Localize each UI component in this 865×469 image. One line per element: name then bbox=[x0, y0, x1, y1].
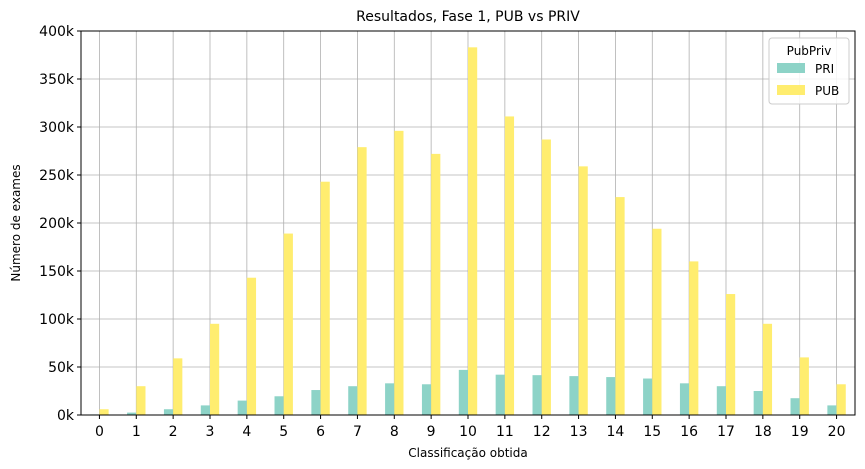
legend-label-pri: PRI bbox=[815, 62, 834, 76]
legend-title: PubPriv bbox=[787, 44, 832, 58]
bar-pri-2 bbox=[163, 409, 174, 415]
bar-pri-16 bbox=[679, 383, 690, 415]
y-tick-label: 100k bbox=[39, 312, 75, 328]
x-tick-label: 12 bbox=[533, 424, 551, 440]
x-axis-label: Classificação obtida bbox=[408, 446, 528, 460]
bar-pub-18 bbox=[762, 323, 773, 415]
x-axis-ticks: 0 1 2 3 4 5 6 7 8 9 10 11 12 13 14 15 16 17 18 19 20 bbox=[95, 415, 846, 440]
bar-pub-11 bbox=[504, 116, 515, 415]
bar-pub-14 bbox=[615, 197, 625, 415]
bar-pub-0 bbox=[99, 409, 109, 415]
bar-pub-1 bbox=[136, 386, 146, 415]
x-tick-label: 4 bbox=[242, 424, 251, 440]
chart-title: Resultados, Fase 1, PUB vs PRIV bbox=[356, 9, 580, 25]
x-tick-label: 1 bbox=[132, 424, 141, 440]
x-tick-label: 9 bbox=[427, 424, 436, 440]
bar-pub-8 bbox=[394, 130, 404, 415]
bar-pri-13 bbox=[569, 376, 579, 415]
bar-pri-18 bbox=[753, 391, 763, 415]
x-tick-label: 10 bbox=[459, 424, 477, 440]
x-tick-label: 6 bbox=[316, 424, 325, 440]
x-tick-label: 16 bbox=[680, 424, 698, 440]
bar-pub-12 bbox=[541, 139, 551, 416]
bar-pri-12 bbox=[532, 375, 542, 415]
x-tick-label: 2 bbox=[169, 424, 178, 440]
x-tick-label: 18 bbox=[754, 424, 772, 440]
x-tick-label: 0 bbox=[95, 424, 104, 440]
bar-pub-5 bbox=[283, 233, 293, 415]
y-tick-label: 150k bbox=[39, 264, 75, 280]
bar-pub-9 bbox=[431, 153, 441, 415]
y-tick-label: 50k bbox=[48, 360, 75, 376]
x-tick-label: 14 bbox=[607, 424, 625, 440]
bar-pub-19 bbox=[799, 357, 809, 415]
bar-pri-4 bbox=[237, 400, 247, 415]
bar-pri-19 bbox=[790, 398, 800, 415]
y-tick-label: 350k bbox=[39, 72, 75, 88]
bar-pub-3 bbox=[210, 323, 220, 415]
legend-label-pub: PUB bbox=[815, 84, 839, 98]
y-axis-ticks: 0k 50k 100k 150k 200k 250k 300k 350k 400k bbox=[39, 24, 81, 424]
y-tick-label: 200k bbox=[39, 216, 75, 232]
x-tick-label: 8 bbox=[390, 424, 399, 440]
bar-pri-7 bbox=[348, 386, 358, 415]
x-tick-label: 3 bbox=[206, 424, 215, 440]
bar-pri-5 bbox=[274, 396, 284, 415]
y-tick-label: 400k bbox=[39, 24, 75, 40]
bar-pub-20 bbox=[836, 384, 846, 415]
bars bbox=[90, 47, 846, 416]
x-tick-label: 20 bbox=[828, 424, 846, 440]
bar-pri-6 bbox=[311, 390, 321, 415]
bar-pub-7 bbox=[357, 147, 367, 415]
bar-pub-4 bbox=[246, 277, 257, 415]
y-axis-label: Número de exames bbox=[9, 164, 23, 281]
bar-pub-6 bbox=[320, 181, 330, 415]
bar-pri-8 bbox=[385, 383, 395, 415]
bar-pri-11 bbox=[495, 374, 505, 415]
bar-pub-17 bbox=[726, 294, 736, 415]
x-tick-label: 13 bbox=[570, 424, 588, 440]
x-tick-label: 11 bbox=[496, 424, 514, 440]
bar-pri-15 bbox=[643, 378, 653, 415]
y-tick-label: 0k bbox=[57, 408, 75, 424]
bar-pri-3 bbox=[200, 405, 210, 415]
bar-pri-17 bbox=[716, 386, 726, 415]
x-tick-label: 19 bbox=[791, 424, 809, 440]
y-tick-label: 250k bbox=[39, 168, 75, 184]
bar-pub-16 bbox=[689, 261, 699, 415]
bar-pub-13 bbox=[578, 166, 588, 415]
bar-pri-9 bbox=[421, 384, 432, 415]
legend: PubPriv PRI PUB bbox=[768, 37, 850, 105]
legend-swatch-pri bbox=[777, 63, 805, 73]
bar-pub-15 bbox=[652, 228, 662, 415]
x-tick-label: 15 bbox=[643, 424, 661, 440]
legend-swatch-pub bbox=[777, 85, 805, 95]
bar-pri-20 bbox=[827, 405, 837, 415]
bar-pub-10 bbox=[468, 47, 478, 415]
x-tick-label: 5 bbox=[279, 424, 288, 440]
x-tick-label: 7 bbox=[353, 424, 362, 440]
x-tick-label: 17 bbox=[717, 424, 735, 440]
bar-pri-1 bbox=[127, 412, 137, 415]
bar-pub-2 bbox=[173, 358, 183, 415]
bar-pri-14 bbox=[606, 377, 616, 415]
y-tick-label: 300k bbox=[39, 120, 75, 136]
bar-pri-10 bbox=[458, 369, 468, 415]
